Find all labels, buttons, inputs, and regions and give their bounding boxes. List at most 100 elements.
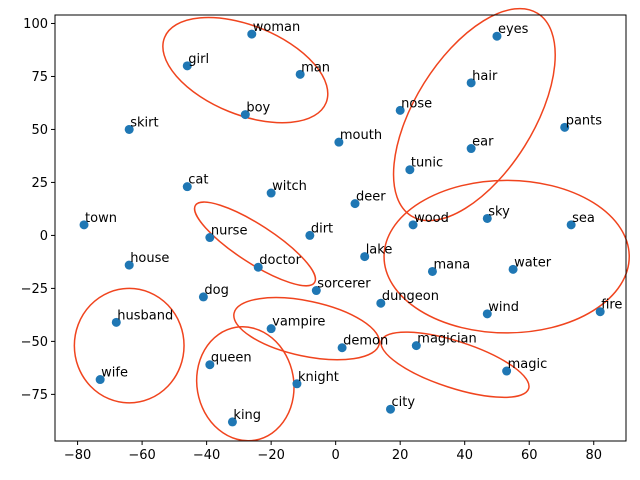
point-sorcerer bbox=[311, 286, 321, 296]
cluster-ellipse-8 bbox=[195, 326, 295, 442]
cluster-ellipse-4 bbox=[193, 201, 317, 287]
label-hair: hair bbox=[472, 69, 498, 84]
point-mouth bbox=[334, 137, 344, 147]
point-house bbox=[124, 260, 134, 270]
point-ear bbox=[466, 144, 476, 154]
label-eyes: eyes bbox=[498, 22, 529, 37]
label-nurse: nurse bbox=[211, 224, 248, 239]
label-nose: nose bbox=[401, 96, 432, 111]
data-points bbox=[79, 29, 605, 427]
point-tunic bbox=[405, 165, 415, 175]
point-labels: woman girl man boy skirt eyes hair nose pants mou… bbox=[85, 20, 622, 423]
point-fire bbox=[595, 307, 605, 317]
label-sea: sea bbox=[572, 211, 595, 226]
x-tick-label: 40 bbox=[456, 448, 473, 463]
point-eyes bbox=[492, 31, 502, 41]
point-husband bbox=[111, 317, 121, 327]
point-pants bbox=[560, 122, 570, 132]
x-tick-label: 0 bbox=[332, 448, 340, 463]
label-mouth: mouth bbox=[340, 128, 382, 143]
point-witch bbox=[266, 188, 276, 198]
label-house: house bbox=[130, 251, 169, 266]
cluster-ellipse-1 bbox=[162, 16, 329, 124]
point-king bbox=[227, 417, 237, 427]
x-axis: −80 −60 −40 −20 0 20 40 60 80 bbox=[64, 441, 602, 463]
label-woman: woman bbox=[253, 20, 300, 35]
cluster-ellipse-3 bbox=[383, 179, 630, 334]
label-sorcerer: sorcerer bbox=[317, 277, 371, 292]
label-boy: boy bbox=[246, 101, 270, 116]
label-cat: cat bbox=[188, 173, 208, 188]
label-water: water bbox=[514, 255, 552, 270]
label-wind: wind bbox=[488, 300, 519, 315]
label-magician: magician bbox=[417, 332, 476, 347]
point-man bbox=[295, 69, 305, 79]
label-king: king bbox=[233, 408, 261, 423]
x-tick-label: −80 bbox=[64, 448, 91, 463]
label-doctor: doctor bbox=[259, 253, 301, 268]
point-wind bbox=[482, 309, 492, 319]
y-tick-label: −50 bbox=[21, 335, 48, 350]
point-queen bbox=[205, 360, 215, 370]
label-man: man bbox=[301, 60, 330, 75]
label-deer: deer bbox=[356, 190, 386, 205]
label-wood: wood bbox=[414, 211, 449, 226]
point-dungeon bbox=[376, 298, 386, 308]
point-deer bbox=[350, 199, 360, 209]
x-tick-label: 80 bbox=[585, 448, 602, 463]
point-town bbox=[79, 220, 89, 230]
x-tick-label: −60 bbox=[128, 448, 155, 463]
label-skirt: skirt bbox=[130, 115, 158, 130]
point-hair bbox=[466, 78, 476, 88]
point-demon bbox=[337, 343, 347, 353]
y-tick-label: −25 bbox=[21, 282, 48, 297]
cluster-ellipse-6 bbox=[380, 331, 530, 399]
label-knight: knight bbox=[298, 370, 339, 385]
label-dungeon: dungeon bbox=[382, 289, 439, 304]
y-tick-label: 50 bbox=[31, 123, 48, 138]
label-dog: dog bbox=[204, 283, 228, 298]
cluster-ellipses bbox=[73, 7, 630, 442]
label-tunic: tunic bbox=[411, 156, 443, 171]
x-tick-label: −40 bbox=[193, 448, 220, 463]
label-lake: lake bbox=[366, 243, 393, 258]
label-sky: sky bbox=[488, 204, 510, 219]
label-ear: ear bbox=[472, 135, 494, 150]
point-wood bbox=[408, 220, 418, 230]
x-tick-label: 20 bbox=[392, 448, 409, 463]
point-city bbox=[386, 404, 396, 414]
point-dirt bbox=[305, 230, 315, 240]
point-vampire bbox=[266, 324, 276, 334]
label-magic: magic bbox=[508, 357, 548, 372]
point-sea bbox=[566, 220, 576, 230]
y-tick-label: 75 bbox=[31, 70, 48, 85]
y-tick-label: 100 bbox=[23, 17, 48, 32]
point-nurse bbox=[205, 233, 215, 243]
y-tick-label: 0 bbox=[40, 229, 48, 244]
point-cat bbox=[182, 182, 192, 192]
y-tick-label: 25 bbox=[31, 176, 48, 191]
cluster-ellipse-7 bbox=[73, 287, 185, 404]
label-husband: husband bbox=[117, 308, 173, 323]
point-girl bbox=[182, 61, 192, 71]
point-nose bbox=[395, 105, 405, 115]
point-dog bbox=[198, 292, 208, 302]
label-wife: wife bbox=[101, 366, 128, 381]
label-girl: girl bbox=[188, 52, 209, 67]
point-wife bbox=[95, 375, 105, 385]
point-doctor bbox=[253, 262, 263, 272]
point-skirt bbox=[124, 124, 134, 134]
y-tick-label: −75 bbox=[21, 388, 48, 403]
plot-frame bbox=[54, 14, 627, 442]
label-pants: pants bbox=[566, 113, 603, 128]
label-mana: mana bbox=[433, 257, 470, 272]
point-boy bbox=[240, 110, 250, 120]
point-magician bbox=[411, 341, 421, 351]
point-water bbox=[508, 264, 518, 274]
label-town: town bbox=[85, 211, 117, 226]
label-demon: demon bbox=[343, 334, 388, 349]
label-queen: queen bbox=[211, 351, 252, 366]
cluster-ellipse-5 bbox=[233, 296, 381, 361]
point-lake bbox=[360, 252, 370, 262]
point-sky bbox=[482, 213, 492, 223]
